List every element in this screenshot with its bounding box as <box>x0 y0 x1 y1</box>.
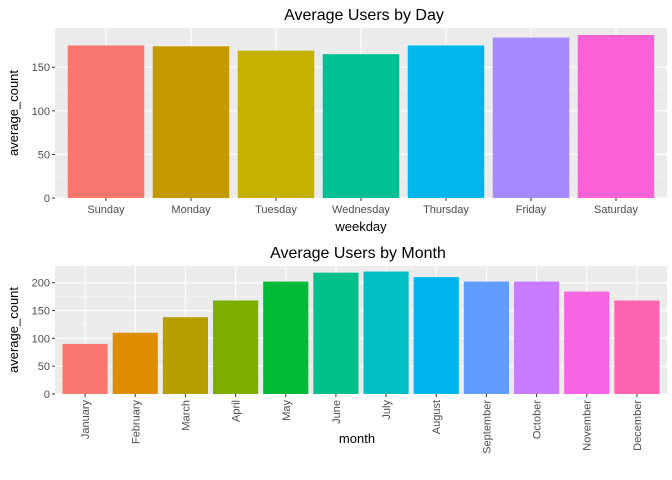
month-x-tick-label: February <box>130 400 142 445</box>
day-bar-saturday <box>577 34 655 198</box>
month-chart-bars <box>62 271 660 394</box>
month-chart-x-axis-title: month <box>339 431 375 446</box>
month-x-tick-label: March <box>180 400 192 431</box>
month-bar-may <box>263 281 309 394</box>
month-y-tick-label: 100 <box>32 333 50 345</box>
month-x-tick-label: June <box>331 400 343 424</box>
day-x-tick-label: Thursday <box>423 204 469 216</box>
month-bar-february <box>112 332 158 394</box>
month-bar-november <box>564 291 610 394</box>
day-chart-bars <box>67 34 655 199</box>
day-x-tick-label: Sunday <box>87 204 125 216</box>
day-chart: Average Users by Day 0 50 100 150 Sunday Mon… <box>6 7 667 234</box>
month-chart-y-axis: 0 50 100 150 200 <box>32 278 55 401</box>
month-y-tick-label: 50 <box>38 361 50 373</box>
month-y-tick-label: 150 <box>32 306 50 318</box>
month-bar-march <box>162 317 208 394</box>
month-bar-august <box>413 277 459 394</box>
month-x-tick-label: May <box>281 400 293 421</box>
month-x-tick-label: August <box>431 400 443 434</box>
month-bar-october <box>514 281 560 394</box>
day-y-tick-label: 100 <box>32 106 50 118</box>
day-x-tick-label: Monday <box>171 204 211 216</box>
day-chart-x-axis-title: weekday <box>334 219 387 234</box>
day-chart-y-axis-title: average_count <box>6 70 21 156</box>
day-bar-wednesday <box>322 54 400 199</box>
month-x-tick-label: November <box>582 400 594 451</box>
month-y-tick-label: 0 <box>44 389 50 401</box>
month-bar-april <box>213 300 259 394</box>
month-y-tick-label: 200 <box>32 278 50 290</box>
month-bar-december <box>614 300 660 394</box>
month-x-tick-label: December <box>632 400 644 451</box>
month-x-tick-label: April <box>231 400 243 422</box>
month-x-tick-label: July <box>381 400 393 420</box>
month-bar-july <box>363 271 409 394</box>
month-bar-september <box>463 281 509 394</box>
day-y-tick-label: 0 <box>44 193 50 205</box>
month-bar-january <box>62 343 108 394</box>
day-chart-y-axis: 0 50 100 150 <box>32 62 55 205</box>
month-chart-y-axis-title: average_count <box>6 287 21 373</box>
day-x-tick-label: Wednesday <box>332 204 390 216</box>
month-bar-june <box>313 272 359 394</box>
day-bar-friday <box>492 37 570 198</box>
day-bar-tuesday <box>237 50 315 198</box>
day-y-tick-label: 150 <box>32 62 50 74</box>
month-x-tick-label: October <box>532 400 544 439</box>
day-bar-monday <box>152 46 230 198</box>
month-x-tick-label: September <box>481 400 493 454</box>
day-x-tick-label: Saturday <box>594 204 639 216</box>
day-bar-thursday <box>407 45 485 198</box>
day-chart-title: Average Users by Day <box>284 7 444 24</box>
month-x-tick-label: January <box>80 400 92 440</box>
day-x-tick-label: Tuesday <box>255 204 297 216</box>
month-chart: Average Users by Month 0 50 100 150 200 Janu… <box>6 245 667 454</box>
day-bar-sunday <box>67 45 145 198</box>
month-chart-x-axis: January February March April May June July Augu… <box>80 394 644 454</box>
day-chart-x-axis: Sunday Monday Tuesday Wednesday Thursday Frid… <box>87 198 639 216</box>
day-x-tick-label: Friday <box>516 204 547 216</box>
month-chart-title: Average Users by Month <box>270 245 446 262</box>
day-y-tick-label: 50 <box>38 149 50 161</box>
